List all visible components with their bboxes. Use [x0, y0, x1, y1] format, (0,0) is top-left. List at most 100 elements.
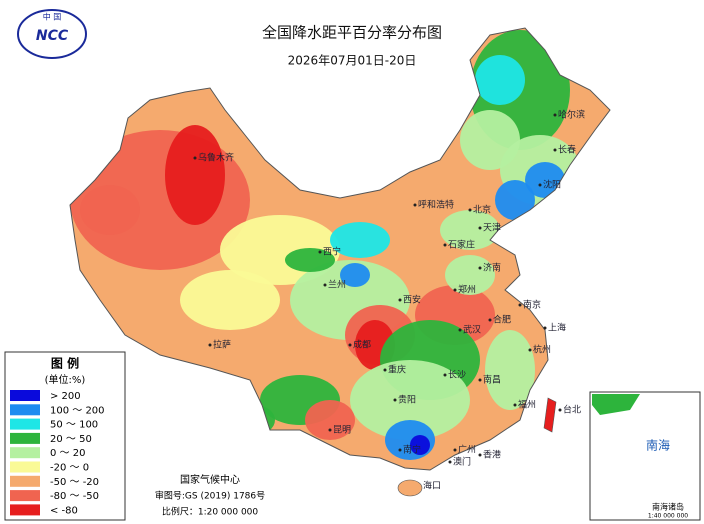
- city-dot: [328, 428, 332, 432]
- legend-swatch: [10, 490, 40, 502]
- city-label: 乌鲁木齐: [198, 152, 234, 164]
- inset-scale: 1:40 000 000: [648, 513, 688, 520]
- subtitle: 2026年07月01日-20日: [288, 54, 417, 68]
- city-dot: [443, 373, 447, 377]
- city-label: 上海: [548, 322, 566, 334]
- inset-caption: 南海诸岛: [652, 502, 684, 512]
- legend-label: > 200: [50, 391, 81, 402]
- precip-area: [460, 110, 520, 170]
- city-dot: [193, 156, 197, 160]
- legend-swatch: [10, 461, 40, 473]
- footer-approval: 审图号:GS (2019) 1786号: [155, 490, 265, 502]
- footer-org: 国家气候中心: [180, 473, 240, 486]
- city-dot: [468, 208, 472, 212]
- city-label: 澳门: [453, 456, 471, 468]
- city-label: 天津: [483, 223, 501, 234]
- city-dot: [443, 243, 447, 247]
- city-label: 杭州: [533, 344, 551, 356]
- precip-area: [285, 248, 335, 272]
- city-label: 哈尔滨: [558, 109, 585, 121]
- legend-label: -20 ～ 0: [50, 463, 89, 474]
- inset-label: 南海: [646, 438, 670, 453]
- precip-area: [305, 400, 355, 440]
- city-label: 台北: [563, 404, 581, 416]
- precip-area: [475, 55, 525, 105]
- city-dot: [208, 343, 212, 347]
- city-label: 石家庄: [448, 239, 475, 251]
- legend-swatch: [10, 432, 40, 444]
- city-dot: [323, 283, 327, 287]
- city-label: 长春: [558, 144, 576, 156]
- legend-unit: (单位:%): [45, 373, 86, 386]
- city-dot: [383, 368, 387, 372]
- city-label: 昆明: [333, 425, 351, 436]
- city-dot: [393, 398, 397, 402]
- inset: 南海 南海诸岛 1:40 000 000: [589, 391, 701, 521]
- precip-area: [485, 330, 535, 410]
- city-label: 广州: [458, 444, 476, 456]
- legend-label: < -80: [50, 505, 78, 516]
- city-dot: [413, 203, 417, 207]
- city-label: 香港: [483, 449, 501, 461]
- city-dot: [458, 328, 462, 332]
- precip-area: [80, 185, 140, 235]
- city-dot: [553, 148, 557, 152]
- precip-area: [180, 270, 280, 330]
- city-dot: [553, 113, 557, 117]
- city-dot: [558, 408, 562, 412]
- city-dot: [398, 298, 402, 302]
- city-label: 北京: [473, 204, 491, 216]
- city-dot: [513, 403, 517, 407]
- city-dot: [478, 266, 482, 270]
- city-dot: [318, 250, 322, 254]
- logo-text: NCC: [36, 28, 69, 44]
- logo-top: 中 国: [43, 12, 62, 22]
- city-dot: [348, 343, 352, 347]
- city-label: 长沙: [448, 369, 466, 381]
- legend-label: 50 ～ 100: [50, 420, 98, 431]
- title: 全国降水距平百分率分布图: [262, 24, 442, 42]
- precip-area: [440, 210, 500, 250]
- legend-swatch: [10, 447, 40, 459]
- legend-swatch: [10, 504, 40, 516]
- city-dot: [478, 453, 482, 457]
- legend-swatch: [10, 418, 40, 430]
- legend-title: 图 例: [51, 356, 79, 371]
- city-label: 西宁: [323, 246, 341, 258]
- inset-land: [592, 394, 640, 415]
- precip-area: [410, 435, 430, 455]
- city-dot: [398, 448, 402, 452]
- city-label: 成都: [353, 339, 371, 351]
- legend-label: -50 ～ -20: [50, 477, 99, 488]
- city-label: 呼和浩特: [418, 199, 454, 211]
- city-dot: [538, 183, 542, 187]
- precip-area: [340, 263, 370, 287]
- legend-label: 0 ～ 20: [50, 448, 85, 459]
- legend-label: -80 ～ -50: [50, 491, 99, 502]
- city-label: 郑州: [458, 284, 476, 296]
- city-dot: [453, 448, 457, 452]
- precip-area: [165, 125, 225, 225]
- precip-area: [525, 162, 565, 198]
- legend-swatch: [10, 390, 40, 401]
- city-dot: [488, 318, 492, 322]
- taiwan: [543, 397, 557, 433]
- city-label: 福州: [518, 399, 536, 411]
- city-dot: [528, 348, 532, 352]
- city-label: 拉萨: [213, 339, 231, 351]
- footer-scale: 比例尺：1:20 000 000: [162, 506, 259, 518]
- city-dot: [453, 288, 457, 292]
- city-label: 济南: [483, 262, 501, 274]
- city-label: 沈阳: [543, 179, 561, 191]
- legend: 图 例 (单位:%) > 200 100 ～ 200 50 ～ 100 20 ～ 50…: [4, 351, 126, 521]
- logo-ring: [17, 9, 87, 59]
- legend-label: 100 ～ 200: [50, 405, 105, 416]
- legend-swatch: [10, 475, 40, 487]
- city-label: 海口: [423, 480, 441, 492]
- city-label: 南昌: [483, 374, 501, 386]
- city-dot: [543, 326, 547, 330]
- legend-swatch: [10, 404, 40, 416]
- precip-area: [330, 222, 390, 258]
- city-dot: [448, 460, 452, 464]
